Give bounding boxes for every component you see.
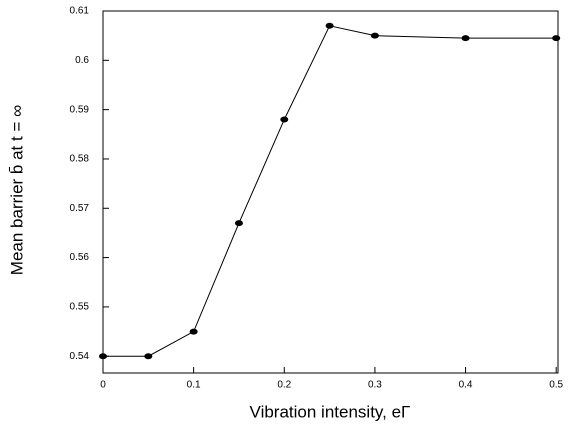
y-tick-label: 0.59 (70, 104, 90, 115)
y-tick-label: 0.58 (70, 154, 90, 165)
y-tick-label: 0.6 (75, 55, 89, 66)
y-tick-label: 0.55 (70, 302, 90, 313)
x-tick-label: 0.5 (549, 380, 563, 391)
x-tick-label: 0 (100, 380, 106, 391)
x-axis-label: Vibration intensity, eΓ (250, 402, 411, 421)
plot-frame (102, 10, 559, 374)
data-point (234, 220, 243, 227)
data-point (325, 22, 334, 29)
y-tick-label: 0.61 (70, 6, 90, 17)
y-tick-label: 0.57 (70, 203, 90, 214)
data-point (99, 353, 107, 360)
data-point (144, 353, 153, 360)
data-point (552, 35, 561, 42)
y-axis-label: Mean barrier b̄ at t = ∞ (7, 105, 26, 275)
data-point (461, 35, 470, 42)
series-line (103, 25, 557, 357)
data-point (370, 32, 379, 39)
x-tick-label: 0.3 (368, 380, 382, 391)
y-tick-label: 0.56 (70, 252, 90, 263)
y-tick-label: 0.54 (70, 351, 90, 362)
x-tick-label: 0.2 (277, 380, 291, 391)
data-point (189, 328, 198, 335)
x-tick-label: 0.4 (459, 380, 473, 391)
x-tick-label: 0.1 (187, 380, 201, 391)
data-point (280, 116, 289, 123)
